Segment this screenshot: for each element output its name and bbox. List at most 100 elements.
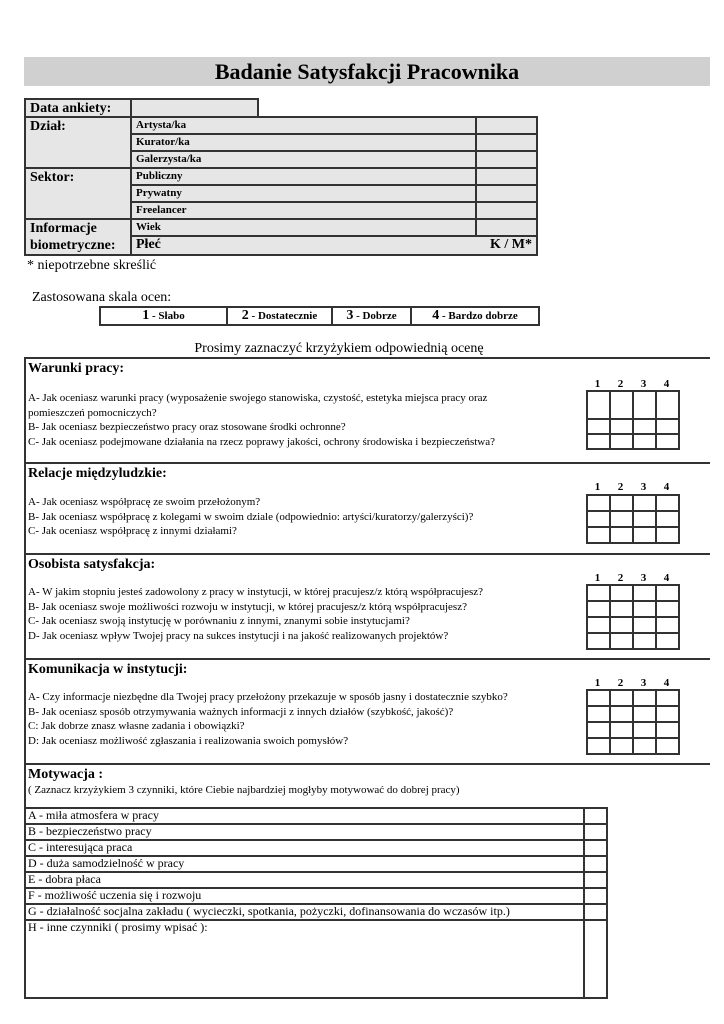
rating-number: 1 [594,677,601,689]
rating-cell[interactable] [655,705,680,723]
rating-cell[interactable] [609,721,634,739]
rating-cell[interactable] [632,494,657,512]
rating-cell[interactable] [586,616,611,634]
rating-cell[interactable] [609,418,634,435]
sector-checkbox[interactable] [475,184,538,203]
rating-cell[interactable] [609,433,634,450]
rating-cell[interactable] [586,494,611,512]
dept-checkbox[interactable] [475,150,538,169]
rating-cell[interactable] [609,526,634,544]
rating-cell[interactable] [586,390,611,420]
dept-checkbox[interactable] [475,133,538,152]
rating-cell[interactable] [632,390,657,420]
sector-checkbox[interactable] [475,201,538,220]
motivation-item: A - miła atmosfera w pracy [24,807,585,825]
rating-cell[interactable] [655,737,680,755]
rating-cell[interactable] [632,418,657,435]
rating-cell[interactable] [655,526,680,544]
rating-number: 1 [594,481,601,493]
rating-cell[interactable] [655,600,680,618]
motivation-row: B - bezpieczeństwo pracy [24,823,608,841]
rating-cell[interactable] [655,418,680,435]
rating-cell[interactable] [609,510,634,528]
motivation-row: D - duża samodzielność w pracy [24,855,608,873]
rating-cell[interactable] [586,418,611,435]
question: C: Jak dobrze znasz własne zadania i obo… [28,720,245,732]
rating-cell[interactable] [586,510,611,528]
rating-cell[interactable] [632,616,657,634]
rating-cell[interactable] [609,584,634,602]
rating-cell[interactable] [632,510,657,528]
motivation-checkbox[interactable] [583,887,608,905]
motivation-row: F - możliwość uczenia się i rozwoju [24,887,608,905]
motivation-row: E - dobra płaca [24,871,608,889]
rating-cell[interactable] [609,494,634,512]
rating-cell[interactable] [586,433,611,450]
rating-cell[interactable] [655,433,680,450]
sector-option: Publiczny [130,167,477,186]
rating-number: 4 [663,378,670,390]
section-1: Warunki pracy: A- Jak oceniasz warunki pr… [24,357,710,462]
dept-option: Kurator/ka [130,133,477,152]
question: B- Jak oceniasz współpracę z kolegami w … [28,510,474,523]
rating-cell[interactable] [586,632,611,650]
rating-cell[interactable] [655,616,680,634]
rating-cell[interactable] [609,737,634,755]
rating-cell[interactable] [632,600,657,618]
rating-cell[interactable] [632,433,657,450]
rating-cell[interactable] [655,390,680,420]
scale-item: 4 - Bardzo dobrze [410,306,540,326]
motivation-checkbox[interactable] [583,839,608,857]
rating-cell[interactable] [586,705,611,723]
rating-cell[interactable] [609,390,634,420]
rating-cell[interactable] [632,689,657,707]
rating-cell[interactable] [586,584,611,602]
sector-checkbox[interactable] [475,167,538,186]
motivation-checkbox[interactable] [583,903,608,921]
rating-cell[interactable] [632,632,657,650]
motivation-checkbox[interactable] [583,871,608,889]
rating-cell[interactable] [655,494,680,512]
age-label: Wiek [130,217,477,238]
bio-label-line: biometryczne: [30,238,116,253]
motivation-checkbox[interactable] [583,919,608,999]
rating-header: 1 2 3 4 [586,378,678,390]
rating-cell[interactable] [586,526,611,544]
rating-cell[interactable] [609,616,634,634]
rating-cell[interactable] [655,632,680,650]
question: A- Jak oceniasz warunki pracy (wyposażen… [28,392,488,404]
rating-cell[interactable] [609,632,634,650]
rating-cell[interactable] [655,689,680,707]
section-3: Osobista satysfakcja: A- W jakim stopniu … [24,553,710,658]
motivation-row: A - miła atmosfera w pracy [24,807,608,825]
rating-cell[interactable] [632,705,657,723]
rating-cell[interactable] [586,721,611,739]
question: A- W jakim stopniu jesteś zadowolony z p… [28,586,484,598]
sex-options[interactable]: K / M* [490,237,532,253]
page-title: Badanie Satysfakcji Pracownika [24,57,710,86]
rating-cell[interactable] [609,600,634,618]
rating-cell[interactable] [632,584,657,602]
motivation-checkbox[interactable] [583,807,608,825]
motivation-row: C - interesująca praca [24,839,608,857]
rating-cell[interactable] [632,526,657,544]
motivation-checkbox[interactable] [583,855,608,873]
motivation-checkbox[interactable] [583,823,608,841]
rating-cell[interactable] [609,689,634,707]
rating-cell[interactable] [655,510,680,528]
rating-header: 1 2 3 4 [586,677,678,689]
rating-cell[interactable] [586,737,611,755]
rating-cell[interactable] [632,737,657,755]
rating-cell[interactable] [586,600,611,618]
rating-grid [586,390,680,450]
rating-number: 2 [617,572,624,584]
age-field[interactable] [475,217,538,238]
rating-cell[interactable] [655,721,680,739]
sex-row[interactable]: Płeć K / M* [130,235,538,256]
bio-label-line: Informacje [30,221,97,236]
rating-cell[interactable] [655,584,680,602]
rating-cell[interactable] [632,721,657,739]
rating-cell[interactable] [609,705,634,723]
rating-cell[interactable] [586,689,611,707]
dept-checkbox[interactable] [475,116,538,135]
